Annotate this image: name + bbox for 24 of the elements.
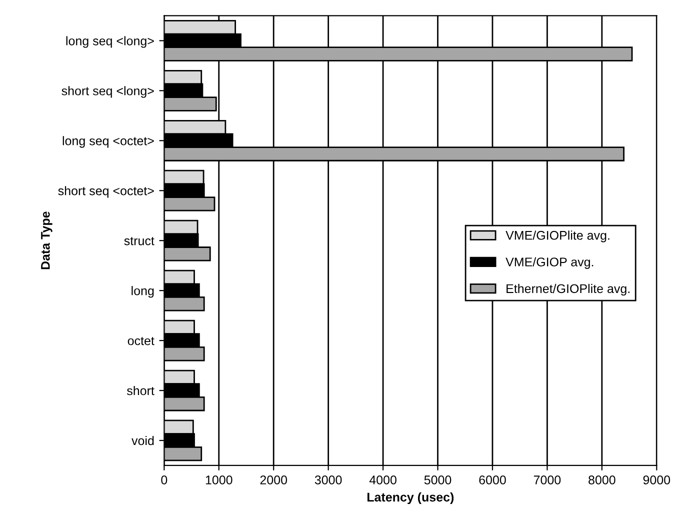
y-tick-label: octet [128, 336, 154, 346]
y-axis-title: Data Type [41, 212, 52, 270]
y-tick-label: short seq <octet> [58, 186, 154, 198]
legend-label: VME/GIOPlite avg. [506, 230, 610, 242]
y-tick-label: long seq <octet> [62, 136, 154, 148]
x-tick-label: 0 [161, 476, 168, 484]
y-tick-label: void [132, 436, 154, 446]
x-tick-label: 5000 [424, 476, 452, 484]
y-tick-label: short [127, 386, 154, 396]
x-tick-label: 4000 [369, 476, 396, 484]
y-tick-label: long [132, 286, 154, 298]
x-tick-label: 9000 [643, 476, 670, 484]
x-axis-title: Latency (usec) [367, 492, 454, 504]
y-tick-label: struct [124, 237, 154, 246]
x-tick-label: 2000 [260, 476, 288, 484]
x-tick-label: 1000 [206, 476, 232, 484]
legend-label: Ethernet/GIOPlite avg. [506, 284, 630, 296]
y-tick-label: long seq <long> [66, 36, 154, 48]
y-tick-label: short seq <long> [62, 86, 154, 98]
legend-label: VME/GIOP avg. [506, 257, 594, 269]
x-tick-label: 3000 [314, 476, 342, 484]
x-tick-label: 6000 [479, 476, 506, 484]
x-tick-label: 8000 [588, 476, 616, 484]
x-tick-label: 7000 [534, 476, 561, 484]
